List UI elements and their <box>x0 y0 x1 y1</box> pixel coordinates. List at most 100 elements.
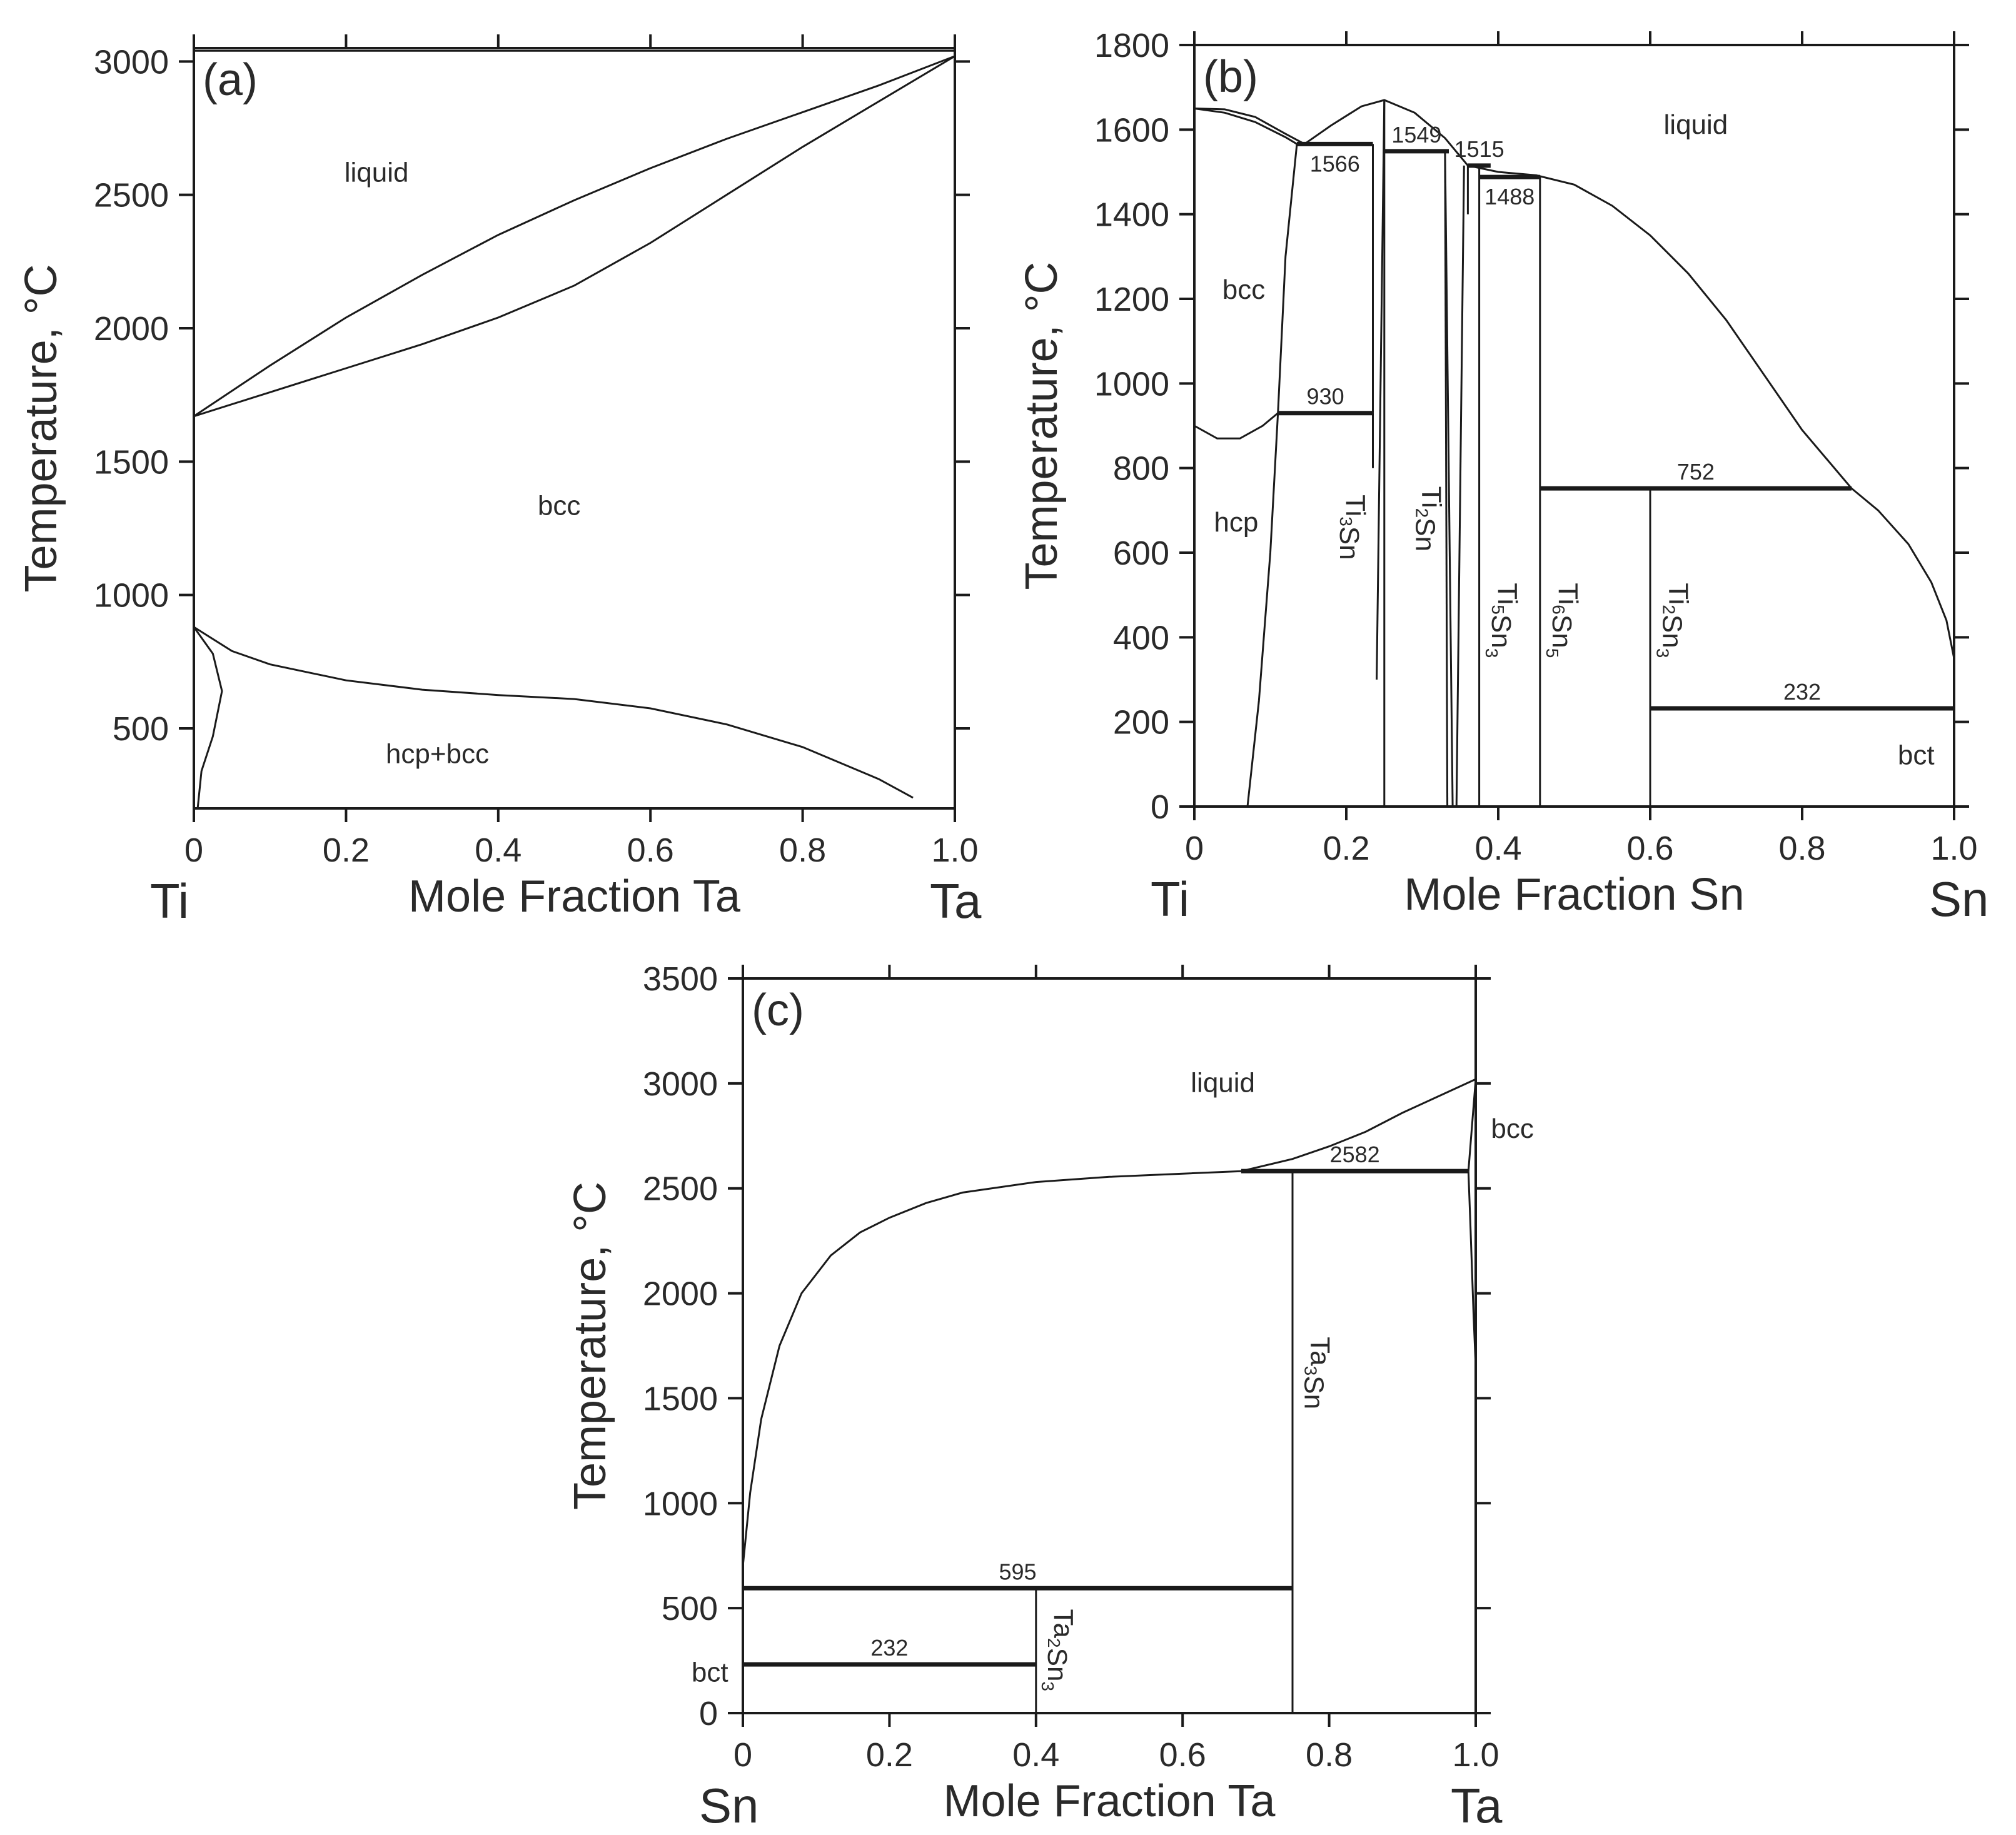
x-tick-label: 1.0 <box>1930 830 1977 867</box>
y-tick-label: 1000 <box>643 1485 718 1522</box>
compound-label: Ta3Sn <box>1298 1337 1335 1409</box>
panel-tag: (b) <box>1203 52 1258 102</box>
x-tick-label: 0.6 <box>627 832 674 869</box>
phase-boundary <box>193 55 955 418</box>
panel-tag: (a) <box>203 55 258 105</box>
phase-label: hcp+bcc <box>386 738 489 769</box>
y-tick-label: 1200 <box>1094 281 1169 318</box>
panel-tag: (c) <box>752 985 804 1035</box>
phase-boundary <box>1467 1078 1477 1172</box>
y-tick-label: 200 <box>1113 704 1169 742</box>
x-tick-label: 0.2 <box>1323 830 1369 867</box>
y-tick-label: 0 <box>699 1695 718 1732</box>
y-tick-label: 600 <box>1113 535 1169 572</box>
compound-label: Ti5Sn3 <box>1482 583 1523 658</box>
phase-boundary <box>1194 108 1298 145</box>
phase-boundary <box>1194 108 1305 145</box>
x-tick-label: 0.8 <box>1778 830 1825 867</box>
y-tick-label: 1600 <box>1094 111 1169 149</box>
phase-label: liquid <box>345 157 409 188</box>
x-tick-label: 0.4 <box>1474 830 1521 867</box>
isotherm-label: 1488 <box>1484 184 1535 209</box>
right-element-label: Ta <box>1451 1778 1503 1833</box>
y-tick-label: 0 <box>1151 788 1169 826</box>
x-tick-label: 0 <box>1185 830 1204 867</box>
y-tick-label: 1000 <box>94 577 169 615</box>
panel-b: (b) 0 0.2 0.4 0.6 0.8 1.0 0 200 400 600 800 1000 1200… <box>1017 27 1988 927</box>
phase-boundary <box>742 1170 1242 1567</box>
phase-boundary <box>193 626 223 809</box>
x-tick-label: 0.6 <box>1626 830 1673 867</box>
x-axis-title: Mole Fraction Ta <box>944 1776 1276 1826</box>
isotherm-label: 2582 <box>1330 1142 1380 1167</box>
x-tick-label: 0.2 <box>323 832 370 869</box>
left-element-label: Ti <box>150 873 189 928</box>
phase-label: liquid <box>1191 1067 1255 1098</box>
y-tick-label: 1500 <box>94 443 169 481</box>
phase-boundary <box>1376 99 1386 680</box>
y-tick-label: 3500 <box>643 960 718 998</box>
y-tick-label: 2500 <box>643 1170 718 1208</box>
y-tick-label: 500 <box>113 710 169 748</box>
y-axis-title: Temperature, °C <box>1017 262 1067 590</box>
compound-label: Ti2Sn3 <box>1653 583 1693 658</box>
x-tick-label: 0.8 <box>779 832 826 869</box>
x-tick-label: 0.8 <box>1306 1736 1353 1774</box>
x-axis-title: Mole Fraction Ta <box>408 872 741 922</box>
x-tick-label: 0.2 <box>866 1736 913 1774</box>
x-axis-title: Mole Fraction Sn <box>1404 870 1744 920</box>
isotherm-label: 1566 <box>1310 151 1360 176</box>
isotherm-label: 1549 <box>1391 122 1441 148</box>
compound-label: Ti3Sn <box>1334 495 1371 560</box>
compound-label: Ti6Sn5 <box>1543 583 1583 658</box>
phase-boundary <box>1277 144 1298 413</box>
phase-boundary <box>1444 151 1454 807</box>
phase-label: bcc <box>1222 274 1265 305</box>
x-tick-label: 1.0 <box>931 832 978 869</box>
x-tick-label: 0.4 <box>1012 1736 1059 1774</box>
phase-label: bct <box>1898 740 1935 770</box>
phase-boundary <box>193 55 955 418</box>
right-element-label: Sn <box>1929 872 1988 927</box>
panel-a: (a) 0 0.2 0.4 0.6 0.8 1.0 500 1000 1500 2000 2500 30… <box>16 34 982 928</box>
plot-frame <box>193 47 956 810</box>
phase-boundary <box>1241 1078 1476 1172</box>
phase-label: bct <box>692 1657 728 1688</box>
phase-boundary <box>1455 165 1465 807</box>
left-element-label: Sn <box>699 1778 759 1833</box>
phase-label: liquid <box>1664 109 1728 140</box>
y-tick-label: 1500 <box>643 1380 718 1417</box>
phase-boundary <box>1467 1171 1477 1367</box>
isotherm-label: 1515 <box>1454 136 1504 162</box>
x-tick-label: 0 <box>733 1736 752 1774</box>
y-axis-title: Temperature, °C <box>565 1182 615 1510</box>
phase-boundary <box>1194 412 1279 440</box>
isotherm-label: 930 <box>1307 384 1344 410</box>
y-tick-label: 2500 <box>94 177 169 214</box>
compound-label: Ta2Sn3 <box>1038 1609 1079 1691</box>
y-tick-label: 3000 <box>94 43 169 81</box>
x-tick-label: 0.4 <box>475 832 522 869</box>
phase-label: bcc <box>1491 1114 1533 1144</box>
y-tick-label: 1400 <box>1094 196 1169 234</box>
phase-label: hcp <box>1214 507 1258 538</box>
phase-boundary <box>1246 413 1279 807</box>
isotherm-label: 595 <box>999 1559 1036 1584</box>
isotherm-label: 752 <box>1677 459 1715 485</box>
x-tick-label: 1.0 <box>1452 1736 1499 1774</box>
phase-label: bcc <box>538 491 580 521</box>
isotherm-label: 232 <box>1783 679 1821 705</box>
plot-frame <box>742 977 1477 1714</box>
y-tick-label: 500 <box>662 1590 718 1627</box>
y-tick-label: 2000 <box>643 1275 718 1313</box>
compound-label: Ti2Sn <box>1410 486 1447 551</box>
y-tick-label: 2000 <box>94 310 169 348</box>
y-tick-label: 800 <box>1113 450 1169 488</box>
right-element-label: Ta <box>930 873 982 928</box>
y-axis-title: Temperature, °C <box>16 264 66 593</box>
phase-boundary <box>193 626 914 799</box>
y-tick-label: 3000 <box>643 1065 718 1103</box>
phase-boundary <box>1468 164 1955 659</box>
plot-frame <box>1193 44 1955 808</box>
